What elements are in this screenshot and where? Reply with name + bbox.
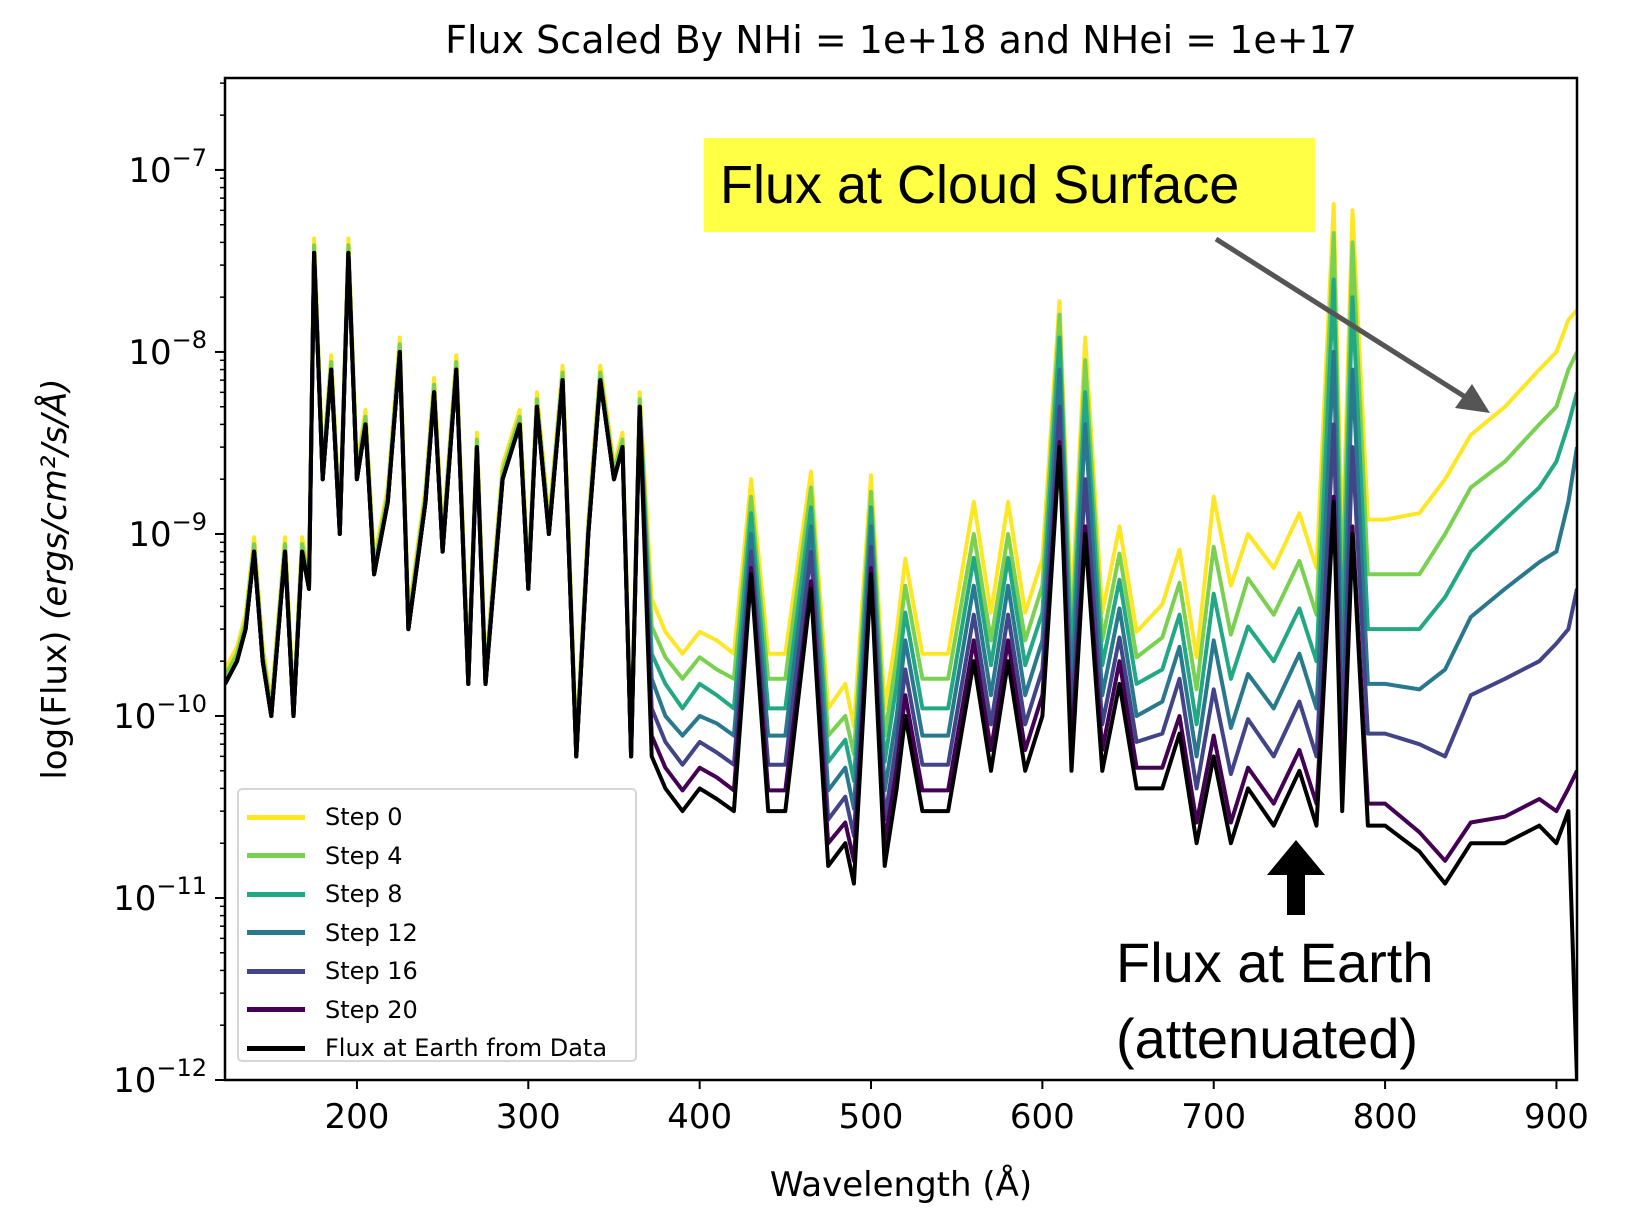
legend-item: Step 20 [247,991,635,1030]
earth-arrow-shaft [1287,873,1305,915]
y-tick-label: 10−9 [128,508,207,555]
y-axis-label: log(Flux) (ergs/cm²/s/Å) [35,378,75,779]
legend-swatch [247,1045,305,1051]
legend-item: Step 12 [247,914,635,953]
earth-arrow-head [1267,840,1325,875]
x-axis-label: Wavelength (Å) [769,1165,1033,1205]
x-tick-label: 600 [1010,1097,1075,1137]
legend-swatch [247,930,305,936]
y-tick-label: 10−10 [113,690,207,737]
legend-item: Step 0 [247,798,635,837]
axes-frame [223,76,1579,1082]
legend-swatch [247,1007,305,1013]
y-axis-label-units: (ergs/cm²/s/Å) [35,378,75,620]
x-tick-label: 200 [324,1097,389,1137]
cloud-surface-arrow-head [1455,384,1490,413]
legend-item: Flux at Earth from Data [247,1029,635,1068]
legend-label: Step 12 [325,918,418,947]
legend-swatch [247,968,305,974]
legend-swatch [247,891,305,897]
x-tick-label: 800 [1353,1097,1418,1137]
chart-title: Flux Scaled By NHi = 1e+18 and NHei = 1e… [445,18,1357,62]
x-tick-label: 500 [839,1097,904,1137]
legend-label: Step 0 [325,803,403,832]
y-tick-label: 10−12 [113,1054,207,1101]
legend: Step 0 Step 4 Step 8 Step 12 Step 16 Step 20 F… [237,788,637,1062]
x-tick-label: 700 [1181,1097,1246,1137]
x-tick-label: 900 [1524,1097,1589,1137]
x-tick-label: 400 [667,1097,732,1137]
legend-item: Step 8 [247,875,635,914]
cloud-surface-arrow-shaft [1214,236,1472,403]
legend-swatch [247,814,305,820]
legend-swatch [247,853,305,859]
earth-annotation-line2: (attenuated) [1116,1007,1418,1070]
legend-item: Step 16 [247,952,635,991]
series-line-flux-at-earth-from-data [225,250,1577,1080]
y-tick-label: 10−7 [128,144,207,191]
x-tick-label: 300 [496,1097,561,1137]
y-tick-label: 10−11 [113,872,207,919]
legend-item: Step 4 [247,837,635,876]
legend-label: Step 8 [325,880,403,909]
legend-label: Step 4 [325,841,403,870]
legend-label: Flux at Earth from Data [325,1034,608,1063]
legend-label: Step 16 [325,957,418,986]
cloud-surface-annotation: Flux at Cloud Surface [704,138,1315,232]
legend-label: Step 20 [325,995,418,1024]
y-axis-label-prefix: log(Flux) [35,619,75,780]
earth-annotation-line1: Flux at Earth [1116,931,1434,994]
y-tick-label: 10−8 [128,326,207,373]
earth-flux-annotation: Flux at Earth (attenuated) [1116,925,1433,1077]
series-line-step-20 [225,250,1577,863]
